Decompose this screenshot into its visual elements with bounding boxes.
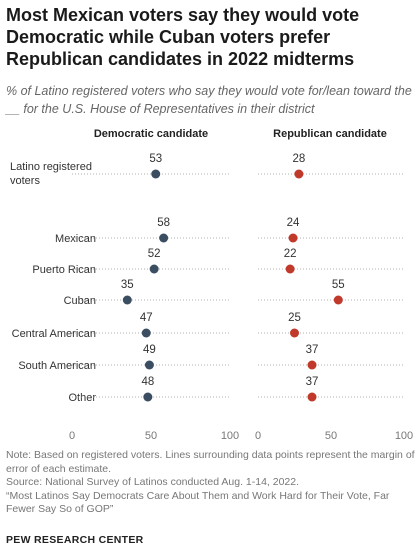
data-label: 28 [292,153,305,165]
data-label: 22 [284,248,297,260]
axis-tick-label: 100 [221,430,239,442]
row-label: voters [10,175,40,187]
data-label: 47 [140,312,153,324]
axis-tick-label: 0 [255,430,261,442]
row-label: Central American [12,328,96,340]
footer-source: Source: National Survey of Latinos condu… [6,476,300,488]
axis-tick-label: 50 [325,430,337,442]
panel-header-democratic: Democratic candidate [94,128,208,140]
data-point [285,264,295,274]
axis-tick-label: 50 [145,430,157,442]
data-point [159,233,169,243]
data-point [288,233,298,243]
axis-tick-label: 100 [395,430,413,442]
data-label: 58 [157,217,170,229]
data-label: 35 [121,279,134,291]
footer-report: “Most Latinos Say Democrats Care About T… [6,489,390,516]
data-label: 49 [143,344,156,356]
data-point [149,264,159,274]
row-label: Other [68,392,96,404]
row-label: Cuban [64,295,96,307]
data-point [143,392,153,402]
data-point [333,295,343,305]
row-label: Puerto Rican [32,264,96,276]
panel-header-republican: Republican candidate [273,128,387,140]
chart-title: Most Mexican voters say they would vote … [6,5,360,69]
data-point [307,392,317,402]
chart-subtitle: % of Latino registered voters who say th… [6,84,412,116]
data-point [144,360,154,370]
data-point [122,295,132,305]
data-label: 24 [287,217,300,229]
row-label: South American [18,360,96,372]
data-label: 37 [306,344,319,356]
data-point [151,169,161,179]
data-label: 25 [288,312,301,324]
data-point [290,328,299,338]
axis-tick-label: 0 [69,430,75,442]
data-point [307,360,317,370]
brand-label: PEW RESEARCH CENTER [6,534,144,546]
chart-footer: Note: Based on registered voters. Lines … [6,449,416,517]
data-label: 55 [332,279,345,291]
footer-note: Note: Based on registered voters. Lines … [6,449,415,475]
data-label: 52 [148,248,161,260]
data-label: 48 [141,376,154,388]
row-label: Mexican [55,233,96,245]
data-label: 37 [306,376,319,388]
data-point [141,328,151,338]
data-label: 53 [149,153,162,165]
row-label: Latino registered [10,161,92,173]
data-point [294,169,304,179]
